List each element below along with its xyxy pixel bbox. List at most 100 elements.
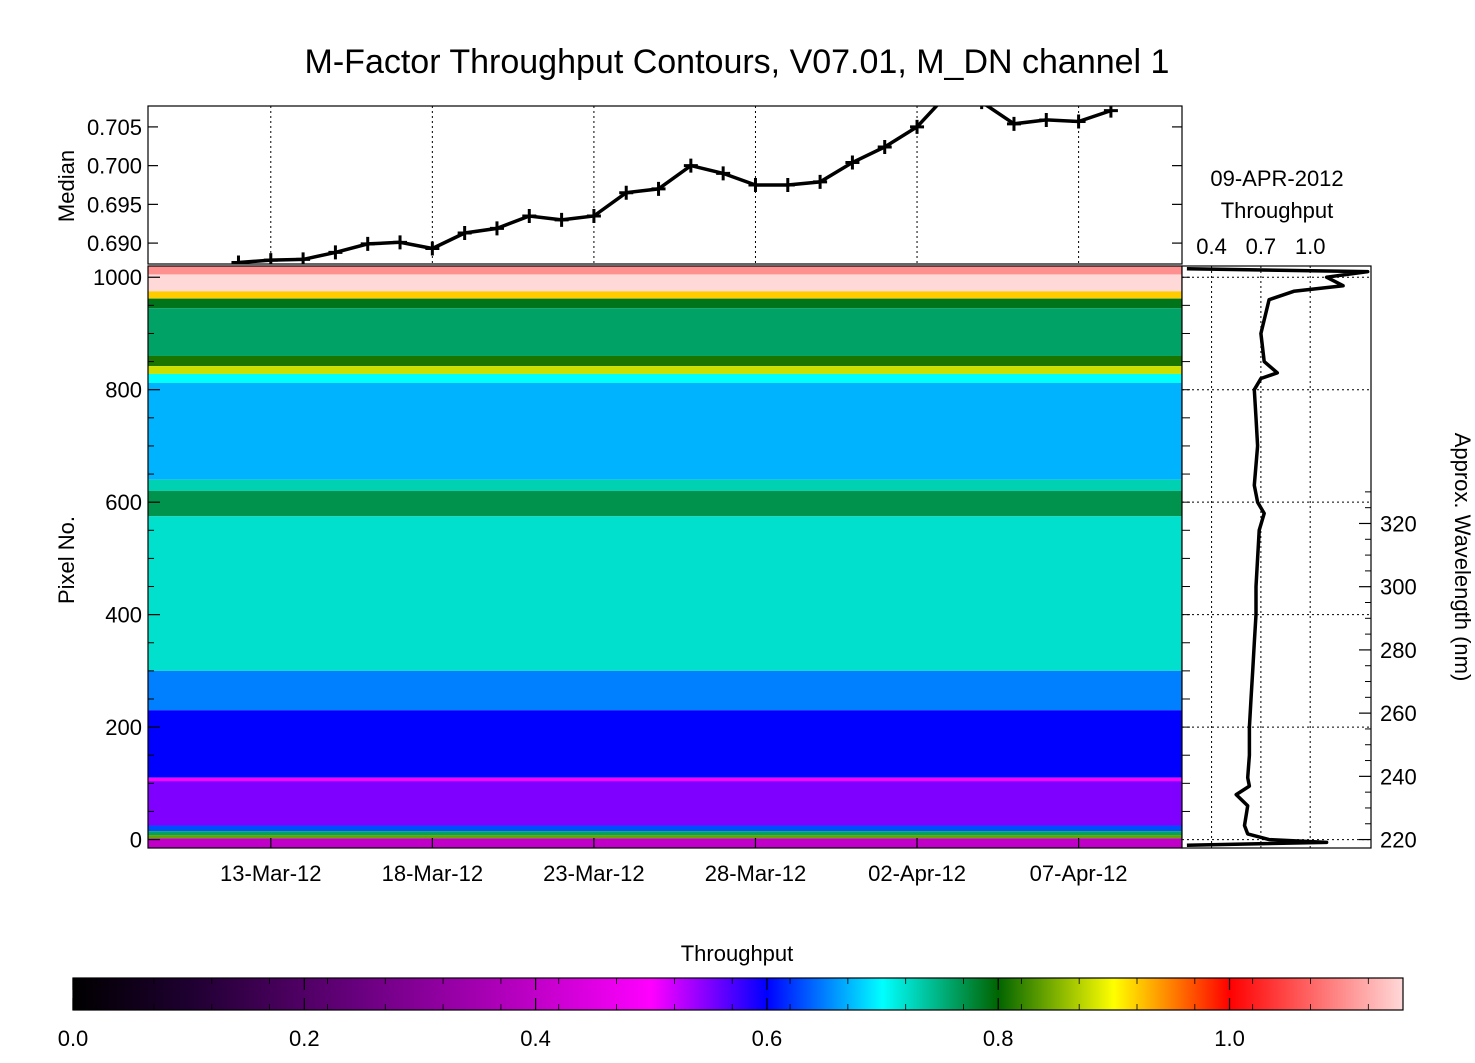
median-point-marker bbox=[748, 178, 763, 192]
wavelength-tick-label: 300 bbox=[1380, 575, 1417, 600]
profile-panel: 09-APR-2012 Throughput 0.4 0.7 1.0 2202402… bbox=[1181, 166, 1475, 853]
wavelength-y-ticks: 220 240 260 280 300 320 bbox=[1359, 491, 1417, 853]
median-point-marker bbox=[457, 226, 472, 241]
date-x-ticks: 13-Mar-12 18-Mar-12 23-Mar-12 28-Mar-12 02-A… bbox=[220, 838, 1128, 886]
median-point-marker bbox=[1103, 106, 1118, 118]
median-point-marker bbox=[231, 255, 246, 264]
heatmap-band bbox=[148, 308, 1182, 356]
median-point-marker bbox=[651, 181, 666, 196]
profile-tick-label: 0.4 bbox=[1196, 234, 1227, 259]
date-tick-label: 28-Mar-12 bbox=[705, 861, 806, 886]
date-tick-label: 07-Apr-12 bbox=[1030, 861, 1128, 886]
colorbar-title: Throughput bbox=[681, 941, 794, 966]
median-grid bbox=[270, 106, 1080, 264]
median-point-marker bbox=[910, 119, 925, 134]
median-point-marker bbox=[522, 208, 537, 223]
pixel-tick-label: 400 bbox=[105, 603, 142, 628]
median-point-marker bbox=[554, 212, 569, 227]
profile-x-ticks: 0.4 0.7 1.0 bbox=[1196, 234, 1325, 259]
profile-grid bbox=[1182, 266, 1371, 848]
heatmap-band bbox=[148, 274, 1182, 292]
profile-throughput-line bbox=[1186, 267, 1370, 847]
heatmap-band bbox=[148, 490, 1182, 517]
median-point-marker bbox=[425, 241, 440, 256]
pixel-tick-label: 800 bbox=[105, 378, 142, 403]
median-point-marker bbox=[980, 106, 984, 110]
median-point-marker bbox=[489, 221, 504, 236]
colorbar-tick-label: 0.4 bbox=[520, 1026, 551, 1051]
median-y-ticks: 0.690 0.695 0.700 0.705 bbox=[87, 115, 1182, 256]
pixel-axis-label: Pixel No. bbox=[54, 516, 79, 604]
wavelength-tick-label: 220 bbox=[1380, 828, 1417, 853]
heatmap-band bbox=[148, 266, 1182, 275]
profile-plot-frame bbox=[1181, 265, 1372, 849]
colorbar-tick-label: 0.6 bbox=[752, 1026, 783, 1051]
wavelength-tick-label: 320 bbox=[1380, 511, 1417, 536]
median-point-marker bbox=[586, 208, 601, 223]
median-point-marker bbox=[942, 85, 956, 99]
median-point-marker bbox=[877, 140, 892, 155]
heatmap-band bbox=[148, 479, 1182, 491]
heatmap-band bbox=[148, 382, 1182, 480]
profile-x-axis-label: Throughput bbox=[1221, 198, 1334, 223]
wavelength-tick-label: 280 bbox=[1380, 638, 1417, 663]
date-tick-label: 02-Apr-12 bbox=[868, 861, 966, 886]
heatmap-band bbox=[148, 355, 1182, 367]
median-point-marker bbox=[716, 166, 731, 181]
wavelength-axis-label: Approx. Wavelength (nm) bbox=[1450, 433, 1475, 682]
throughput-heatmap bbox=[148, 266, 1182, 848]
heatmap-band bbox=[148, 781, 1182, 826]
median-markers bbox=[231, 85, 1118, 264]
heatmap-band bbox=[148, 670, 1182, 711]
median-y-tick-label: 0.695 bbox=[87, 192, 142, 217]
median-point-marker bbox=[360, 236, 375, 251]
median-point-marker bbox=[780, 178, 795, 192]
wavelength-tick-label: 240 bbox=[1380, 764, 1417, 789]
profile-date-label: 09-APR-2012 bbox=[1210, 166, 1343, 191]
chart-title: M-Factor Throughput Contours, V07.01, M_… bbox=[305, 43, 1170, 81]
contour-panel: 0 200 400 600 800 1000 13-Mar-12 18-Mar-12 23-M… bbox=[54, 265, 1183, 886]
median-point-marker bbox=[845, 155, 860, 170]
median-series-line bbox=[238, 106, 1112, 264]
heatmap-band bbox=[148, 298, 1182, 309]
median-y-tick-label: 0.705 bbox=[87, 115, 142, 140]
median-y-axis-label: Median bbox=[54, 150, 79, 222]
heatmap-band bbox=[148, 710, 1182, 778]
median-y-tick-label: 0.700 bbox=[87, 154, 142, 179]
median-point-marker bbox=[393, 235, 408, 250]
heatmap-band bbox=[148, 366, 1182, 374]
pixel-tick-label: 600 bbox=[105, 490, 142, 515]
heatmap-band bbox=[148, 838, 1182, 848]
date-tick-label: 13-Mar-12 bbox=[220, 861, 321, 886]
pixel-tick-label: 200 bbox=[105, 715, 142, 740]
median-point-marker bbox=[683, 158, 698, 173]
pixel-tick-label: 1000 bbox=[93, 265, 142, 290]
median-point-marker bbox=[296, 252, 311, 264]
heatmap-band bbox=[148, 373, 1182, 383]
profile-tick-label: 1.0 bbox=[1295, 234, 1326, 259]
median-panel: 0.690 0.695 0.700 0.705 Median bbox=[54, 85, 1183, 265]
date-tick-label: 18-Mar-12 bbox=[382, 861, 483, 886]
date-tick-label: 23-Mar-12 bbox=[543, 861, 644, 886]
heatmap-band bbox=[148, 516, 1182, 671]
median-point-marker bbox=[328, 245, 343, 260]
profile-tick-label: 0.7 bbox=[1246, 234, 1277, 259]
heatmap-band bbox=[148, 831, 1182, 836]
median-point-marker bbox=[1006, 116, 1021, 131]
median-point-marker bbox=[813, 174, 828, 189]
pixel-y-ticks: 0 200 400 600 800 1000 bbox=[93, 265, 160, 853]
pixel-tick-label: 0 bbox=[130, 828, 142, 853]
colorbar-tick-label: 0.8 bbox=[983, 1026, 1014, 1051]
heatmap-band bbox=[148, 835, 1182, 839]
colorbar: Throughput 0.0 0.2 0.4 0.6 0.8 1.0 bbox=[58, 941, 1404, 1051]
heatmap-band bbox=[148, 825, 1182, 832]
colorbar-tick-label: 1.0 bbox=[1214, 1026, 1245, 1051]
median-point-marker bbox=[1039, 112, 1054, 127]
colorbar-ticks: 0.0 0.2 0.4 0.6 0.8 1.0 bbox=[58, 978, 1369, 1051]
colorbar-tick-label: 0.0 bbox=[58, 1026, 89, 1051]
median-point-marker bbox=[263, 253, 278, 264]
median-point-marker bbox=[619, 185, 634, 200]
wavelength-tick-label: 260 bbox=[1380, 701, 1417, 726]
heatmap-band bbox=[148, 777, 1182, 782]
